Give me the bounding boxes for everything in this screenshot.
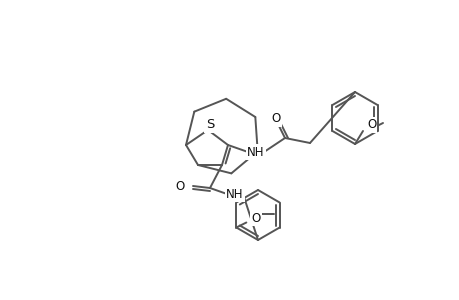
Text: NH: NH [247, 146, 264, 158]
Text: O: O [175, 181, 185, 194]
Text: S: S [205, 118, 214, 131]
Text: NH: NH [226, 188, 243, 200]
Text: O: O [251, 212, 260, 225]
Text: O: O [366, 118, 375, 131]
Text: O: O [271, 112, 280, 125]
